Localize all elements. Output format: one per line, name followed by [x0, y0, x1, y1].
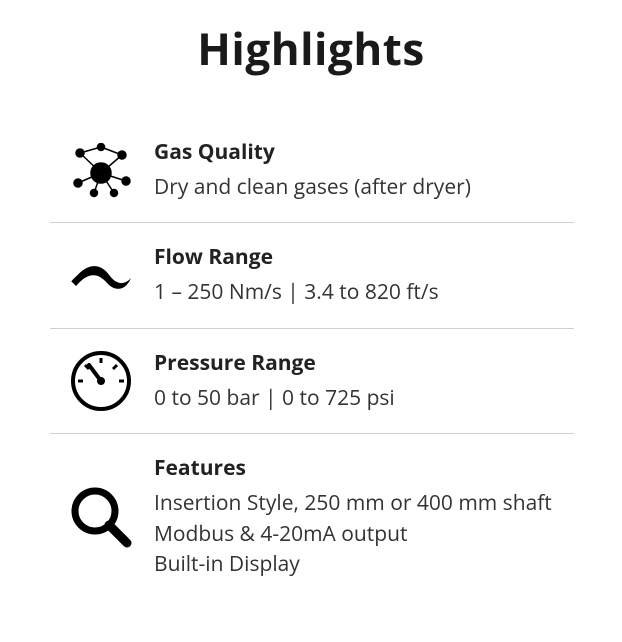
list-item-label: Pressure Range — [154, 349, 574, 377]
list-item-value: 1 – 250 Nm/s | 3.4 to 820 ft/s — [154, 277, 574, 307]
molecule-icon — [50, 143, 152, 198]
gauge-icon — [50, 349, 152, 413]
list-item-value: Dry and clean gases (after dryer) — [154, 172, 574, 202]
list-item: Features Insertion Style, 250 mm or 400 … — [50, 434, 574, 599]
highlights-panel: Highlights — [0, 18, 622, 620]
list-item-label: Features — [154, 454, 574, 482]
list-item-label: Gas Quality — [154, 138, 574, 166]
highlights-list: Gas Quality Dry and clean gases (after d… — [50, 118, 574, 600]
list-item-text: Features Insertion Style, 250 mm or 400 … — [152, 454, 574, 579]
list-item-text: Pressure Range 0 to 50 bar | 0 to 725 ps… — [152, 349, 574, 413]
list-item-text: Flow Range 1 – 250 Nm/s | 3.4 to 820 ft/… — [152, 243, 574, 307]
list-item-label: Flow Range — [154, 243, 574, 271]
list-item: Pressure Range 0 to 50 bar | 0 to 725 ps… — [50, 329, 574, 434]
magnifier-icon — [50, 481, 152, 553]
list-item-value: 0 to 50 bar | 0 to 725 psi — [154, 383, 574, 413]
wave-icon — [50, 256, 152, 296]
page-title: Highlights — [0, 18, 622, 78]
list-item: Flow Range 1 – 250 Nm/s | 3.4 to 820 ft/… — [50, 223, 574, 328]
list-item: Gas Quality Dry and clean gases (after d… — [50, 118, 574, 223]
list-item-value: Insertion Style, 250 mm or 400 mm shaft … — [154, 488, 574, 579]
list-item-text: Gas Quality Dry and clean gases (after d… — [152, 138, 574, 202]
